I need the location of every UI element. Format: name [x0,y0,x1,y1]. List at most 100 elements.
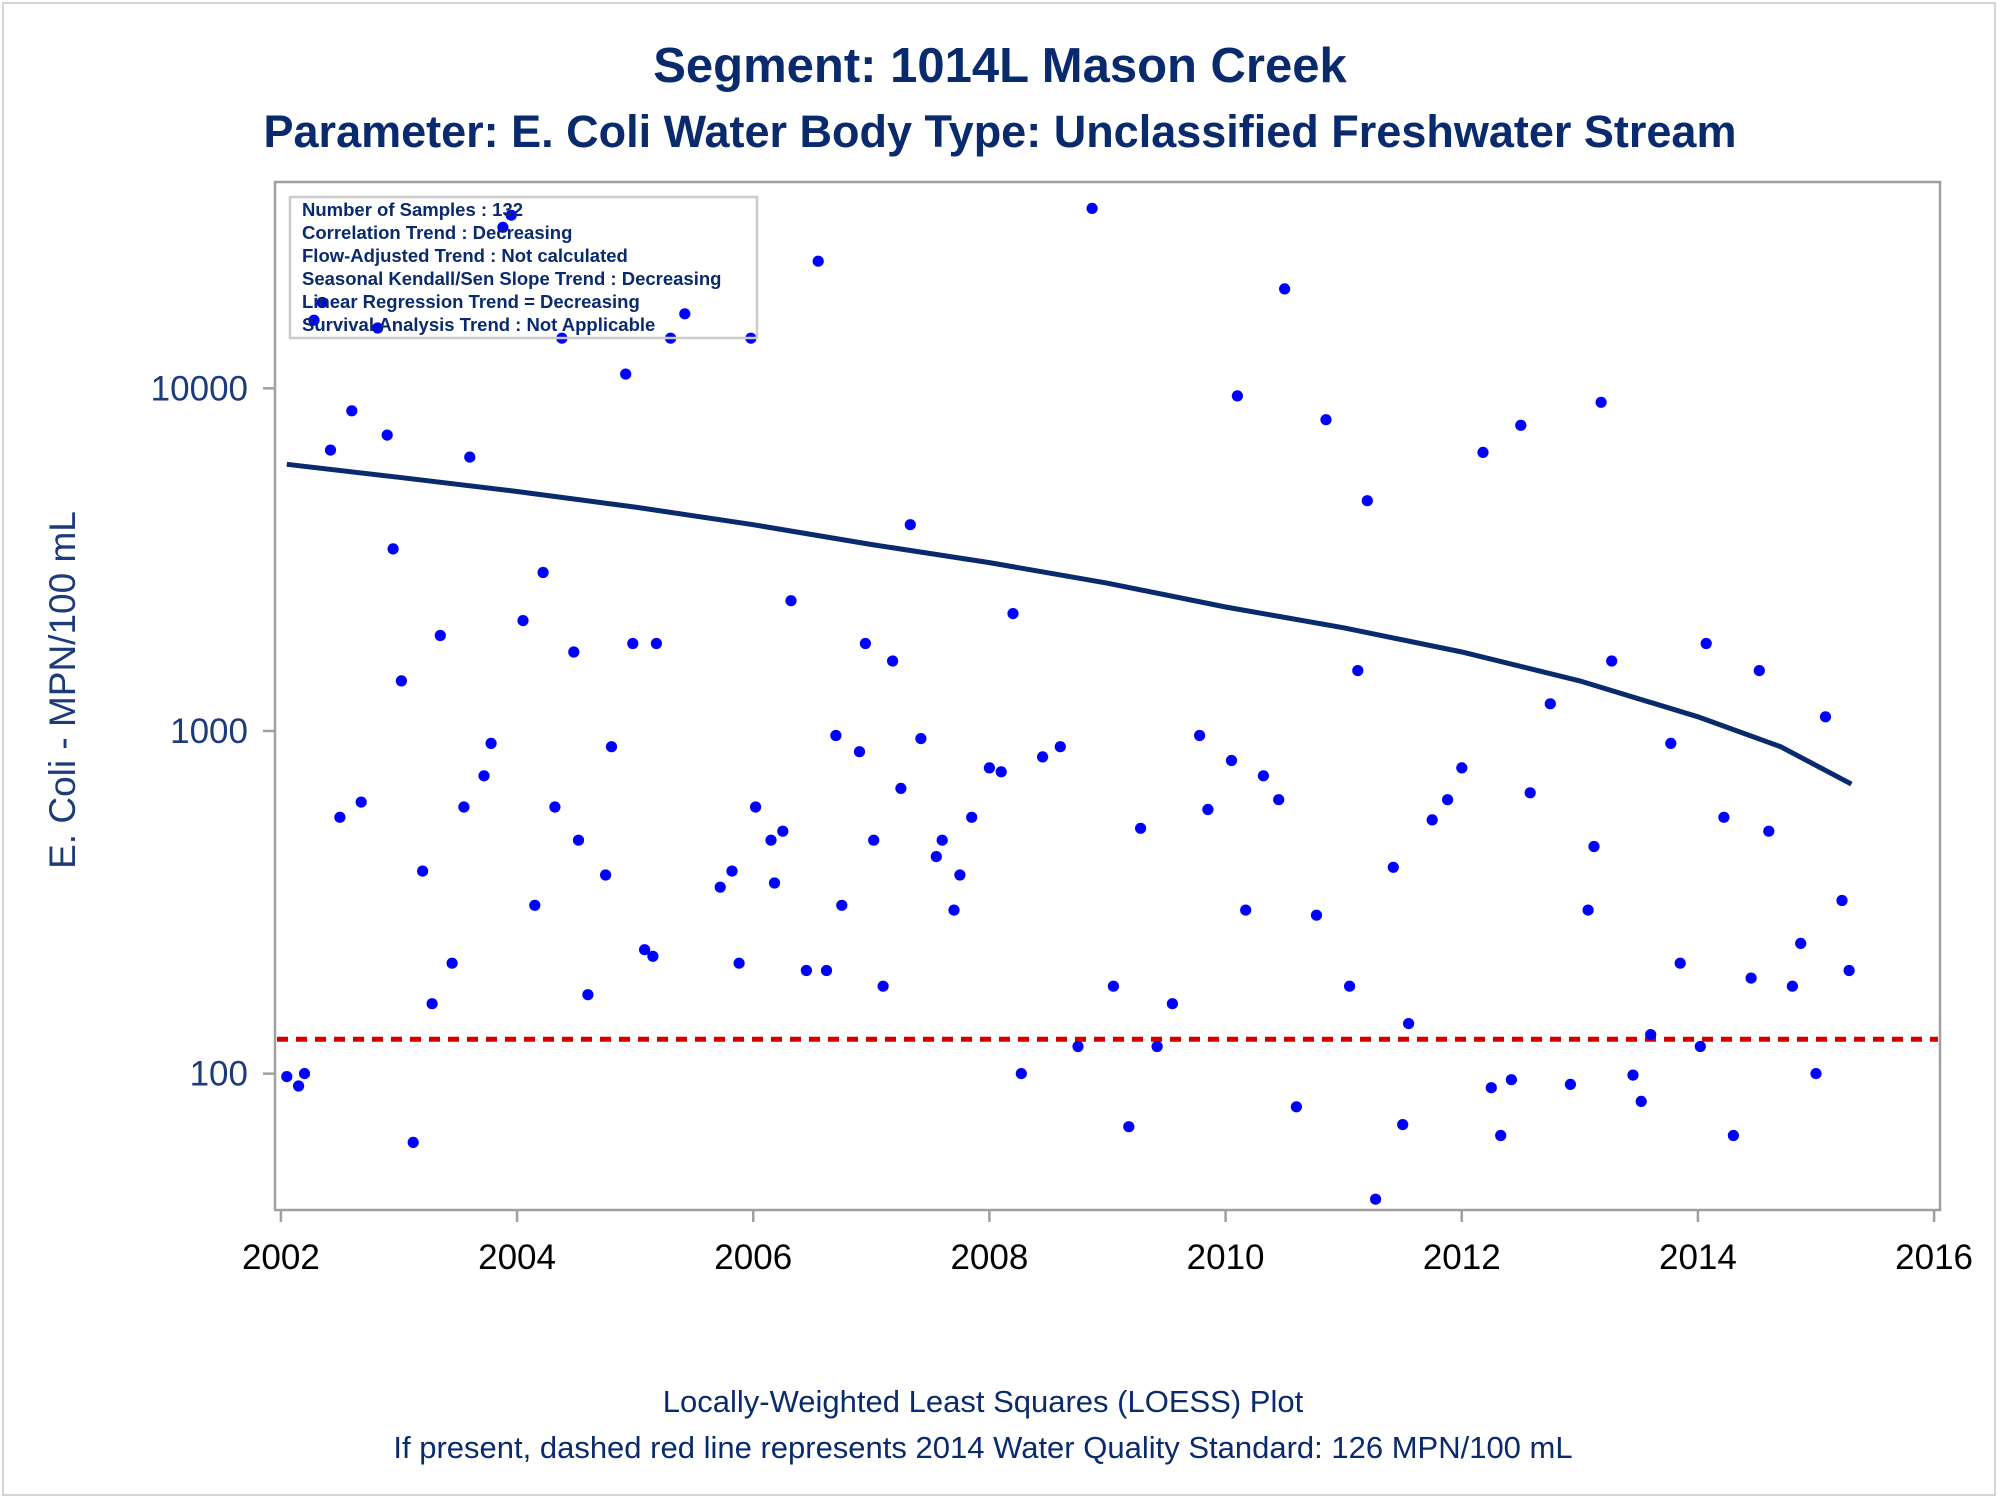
chart-title: Segment: 1014L Mason Creek [653,39,1347,93]
data-point [324,444,337,456]
data-point [948,904,960,916]
x-tick-label: 2014 [1659,1238,1737,1277]
data-point [1645,1029,1657,1041]
data-point [785,595,797,607]
data-point [887,655,899,667]
data-point [293,1080,305,1092]
data-point [582,989,594,1001]
data-point [647,950,659,962]
data-point [1257,770,1269,782]
info-line-linear-regression: Linear Regression Trend = Decreasing [302,291,640,312]
data-point [820,964,833,977]
data-point [537,566,549,579]
data-point [1397,1119,1409,1131]
data-point [387,543,399,555]
data-point [485,737,497,750]
x-tick-label: 2016 [1895,1238,1973,1277]
data-point [1515,419,1527,431]
y-tick-label: 1000 [170,712,248,751]
info-line-correlation: Correlation Trend : Decreasing [302,222,572,243]
data-point [983,762,996,774]
data-point [859,637,872,650]
data-point [298,1068,311,1080]
data-point [1606,655,1618,667]
data-point [1007,608,1019,620]
data-point [1290,1101,1302,1113]
data-point [733,957,745,969]
data-point [458,801,470,813]
y-tick-label: 100 [190,1055,248,1094]
data-point [281,1071,293,1083]
data-point [1505,1074,1517,1086]
data-point [1225,754,1238,767]
data-point [800,964,813,977]
x-tick-label: 2006 [714,1238,792,1277]
data-point [1674,957,1686,969]
data-point [714,881,726,893]
info-line-flow-adjusted: Flow-Adjusted Trend : Not calculated [302,245,628,266]
data-point [1524,787,1536,799]
data-point [1456,762,1468,774]
data-point [478,770,490,782]
data-point [830,729,842,742]
x-tick-label: 2004 [478,1238,556,1277]
data-point [417,865,429,877]
data-point [372,322,384,334]
data-point [1582,904,1594,916]
data-point [750,801,762,813]
data-point [1054,741,1066,753]
info-line-seasonal-kendall: Seasonal Kendall/Sen Slope Trend : Decre… [302,268,721,289]
data-point [446,957,458,969]
data-point [1727,1129,1739,1142]
data-point [812,255,824,267]
data-point [895,782,907,795]
data-point [1595,396,1607,408]
data-point [1202,803,1214,816]
plot-area [273,180,1942,1212]
data-point [1836,894,1848,907]
data-point [966,811,978,823]
data-point [877,980,889,992]
data-point [572,834,585,846]
data-point [1718,811,1730,823]
data-point [836,899,848,911]
data-point [1810,1068,1822,1080]
data-point [1310,909,1323,921]
data-point [334,811,346,823]
chart-subtitle: Parameter: E. Coli Water Body Type: Uncl… [264,106,1737,157]
data-point [395,675,407,687]
data-point [1123,1121,1135,1133]
data-point [1495,1129,1507,1142]
y-tick-label: 10000 [151,369,248,408]
data-point [1635,1095,1647,1107]
data-point [1387,861,1399,873]
data-point [679,308,691,320]
data-point [904,519,916,531]
y-axis: 100 1000 10000 [151,369,275,1094]
data-point [995,766,1007,778]
data-point [316,296,328,309]
data-point [1753,665,1765,677]
data-point [497,221,509,233]
data-point [1086,202,1098,214]
data-point [1037,751,1049,763]
footnote-loess: Locally-Weighted Least Squares (LOESS) P… [663,1384,1304,1419]
y-axis-label: E. Coli - MPN/100 mL [42,511,83,869]
data-point [1135,822,1147,834]
data-point [1477,446,1489,458]
data-point [1370,1193,1382,1205]
data-point [1627,1069,1639,1081]
data-point [1763,825,1775,837]
data-point [1694,1040,1706,1053]
data-point [930,851,942,863]
data-point [1426,814,1438,826]
data-point [777,825,789,837]
data-point [1273,794,1285,806]
data-point [381,429,393,441]
data-point [1151,1040,1163,1053]
info-box-border [288,195,759,340]
data-point [768,877,781,889]
x-axis: 2002 2004 2006 2008 2010 2012 2014 2016 [242,1210,1973,1277]
data-point [1403,1018,1415,1030]
